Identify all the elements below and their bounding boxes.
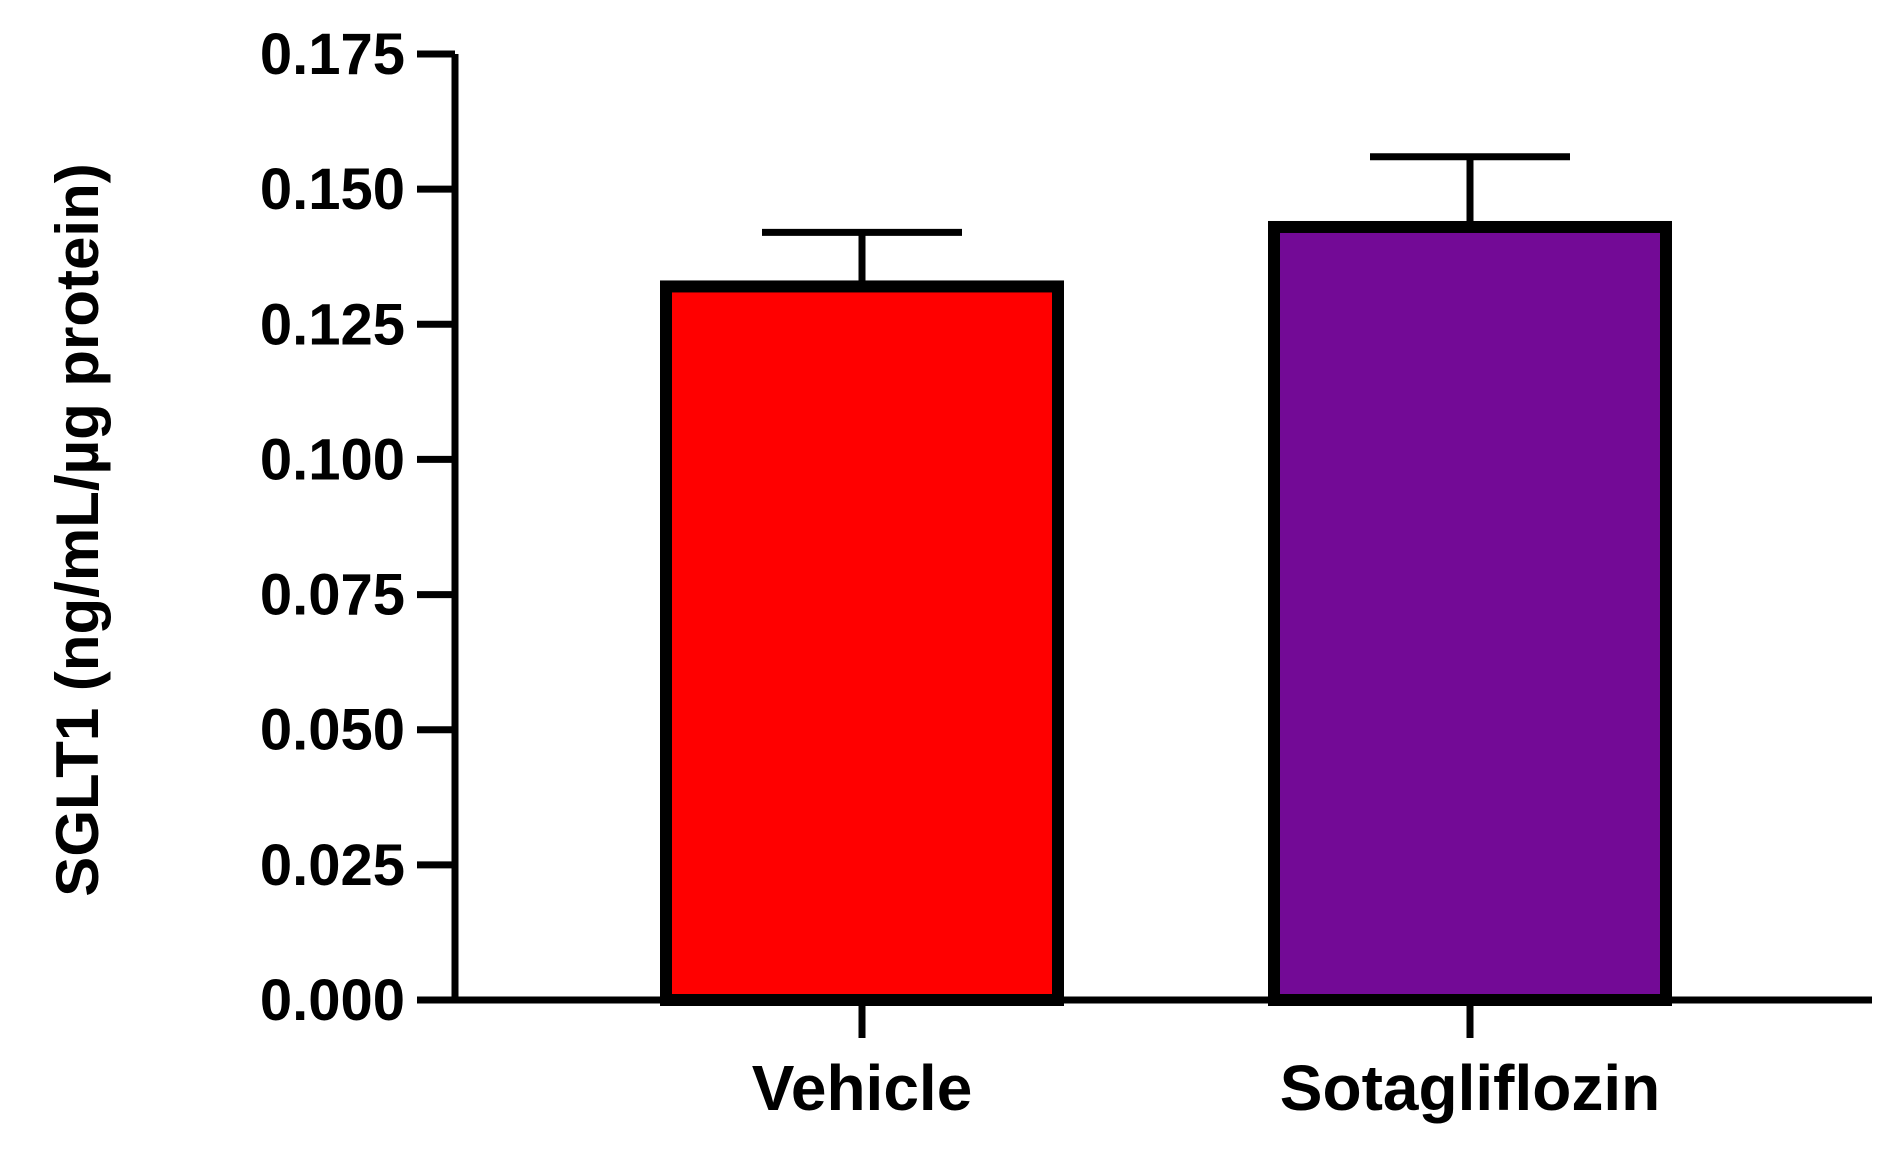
- y-tick-label: 0.050: [260, 698, 405, 763]
- y-tick-label: 0.025: [260, 833, 405, 898]
- y-tick-label: 0.150: [260, 157, 405, 222]
- y-tick-label: 0.000: [260, 968, 405, 1033]
- y-tick-label: 0.075: [260, 563, 405, 628]
- bars-layer: [660, 220, 1672, 1007]
- bar-vehicle: [660, 280, 1064, 1006]
- y-axis-title: SGLT1 (ng/mL/µg protein): [44, 163, 111, 896]
- bar-sotagliflozin: [1268, 220, 1672, 1007]
- y-tick-label: 0.175: [260, 22, 405, 87]
- x-tick-label: Sotagliflozin: [1280, 1052, 1660, 1124]
- error-bars-layer: [762, 153, 1570, 287]
- y-ticks-layer: 0.000 0.025 0.050 0.075 0.100 0.125 0.150 0.175: [260, 22, 455, 1033]
- axes-layer: [451, 54, 1872, 1004]
- x-ticks-layer: Vehicle Sotagliflozin: [752, 1000, 1660, 1124]
- y-tick-label: 0.125: [260, 292, 405, 357]
- y-axis-title-group: SGLT1 (ng/mL/µg protein): [44, 163, 111, 896]
- y-tick-label: 0.100: [260, 427, 405, 492]
- x-tick-label: Vehicle: [752, 1052, 973, 1124]
